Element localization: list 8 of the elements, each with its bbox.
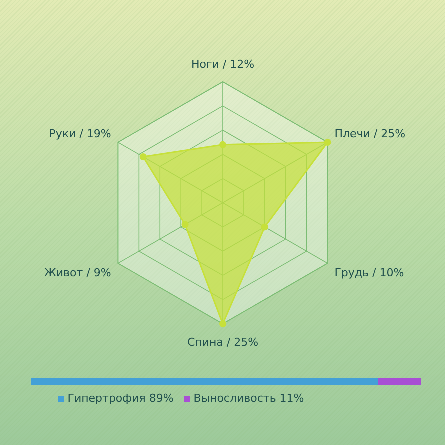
spoke-label: Ноги / 12% [191, 58, 255, 71]
spoke-label: Руки / 19% [49, 127, 112, 140]
spoke-label: Спина / 25% [187, 336, 259, 349]
legend-label: Гипертрофия 89% [68, 392, 174, 405]
legend-label: Выносливость 11% [194, 392, 304, 405]
spoke-label: Плечи / 25% [334, 127, 406, 140]
spoke-label: Грудь / 10% [334, 266, 404, 280]
spoke-label: Живот / 9% [44, 266, 112, 280]
